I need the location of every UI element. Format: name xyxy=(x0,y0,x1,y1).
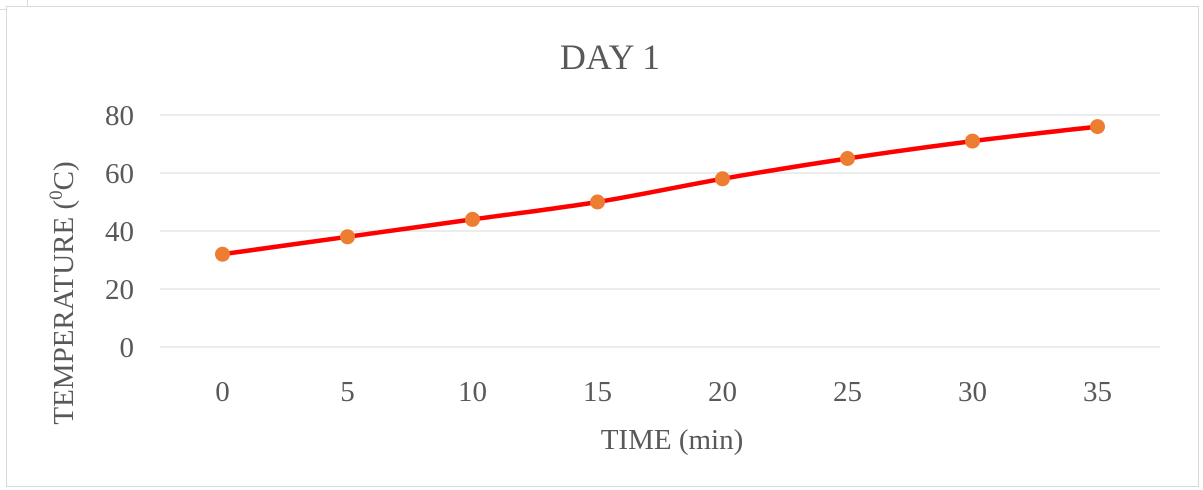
x-tick-label: 25 xyxy=(833,376,862,408)
data-point[interactable] xyxy=(840,151,855,166)
y-tick-label: 20 xyxy=(105,274,134,306)
y-axis-title-unit: C) xyxy=(48,161,80,190)
y-tick-label: 40 xyxy=(105,216,134,248)
series-line xyxy=(220,124,1100,257)
data-point[interactable] xyxy=(215,246,230,262)
x-tick-label: 20 xyxy=(708,376,737,408)
x-axis-tick-labels: 0 5 10 15 20 25 30 35 xyxy=(215,376,1112,408)
data-point[interactable] xyxy=(465,211,480,227)
x-tick-label: 0 xyxy=(215,376,230,408)
x-tick-label: 10 xyxy=(458,376,487,408)
chart-frame[interactable] xyxy=(6,6,1199,487)
data-point[interactable] xyxy=(340,229,355,245)
data-point[interactable] xyxy=(1090,119,1105,135)
y-axis-tick-labels: 0 20 40 60 80 xyxy=(105,100,134,364)
y-tick-label: 80 xyxy=(105,100,134,132)
y-axis-title-superscript: 0 xyxy=(46,190,67,200)
data-point[interactable] xyxy=(965,133,980,149)
y-tick-label: 0 xyxy=(120,332,135,364)
series-layer xyxy=(215,119,1105,262)
data-point[interactable] xyxy=(715,171,730,187)
chart-title: DAY 1 xyxy=(560,37,660,77)
y-tick-label: 60 xyxy=(105,158,134,190)
y-axis-title-main: TEMPERATURE ( xyxy=(48,200,80,425)
x-tick-label: 30 xyxy=(958,376,987,408)
y-axis-title: TEMPERATURE (0C) xyxy=(46,161,80,424)
x-tick-label: 5 xyxy=(340,376,355,408)
x-tick-label: 15 xyxy=(583,376,612,408)
gridlines xyxy=(160,114,1160,348)
x-axis-title: TIME (min) xyxy=(601,424,744,456)
x-tick-label: 35 xyxy=(1083,376,1112,408)
data-point[interactable] xyxy=(590,194,605,210)
